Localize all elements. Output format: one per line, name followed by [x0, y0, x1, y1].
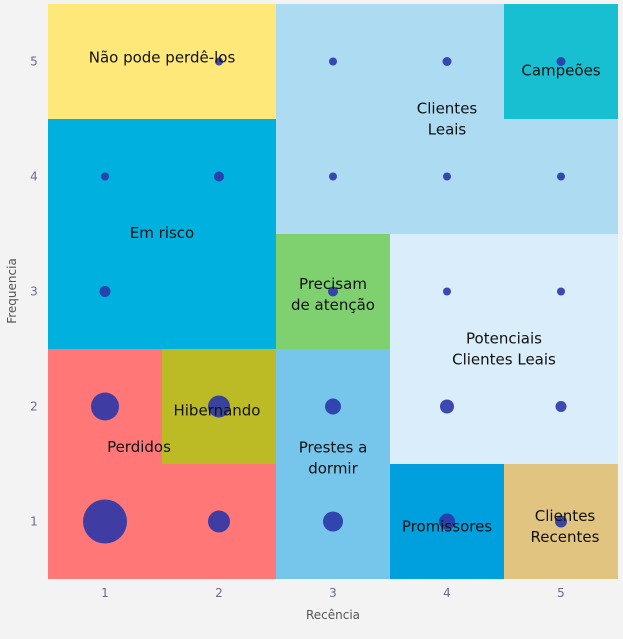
data-point[interactable] — [214, 171, 224, 182]
x-axis-label: Recência — [306, 608, 360, 622]
segment-label-clientes-recentes: Clientes — [535, 507, 596, 525]
data-point[interactable] — [442, 57, 452, 66]
ticks: 1 2 3 4 5 1 2 3 4 5 — [30, 55, 565, 601]
x-tick-label: 5 — [557, 586, 565, 600]
points — [83, 57, 567, 544]
data-point[interactable] — [557, 172, 565, 181]
data-point[interactable] — [325, 398, 341, 415]
x-tick-label: 1 — [101, 586, 109, 600]
data-point[interactable] — [557, 287, 565, 296]
y-tick-label: 5 — [30, 55, 38, 69]
data-point[interactable] — [443, 287, 451, 296]
segment-label-potenciais-clientes-leais: Potenciais — [466, 330, 542, 348]
y-tick-label: 4 — [30, 170, 38, 184]
y-tick-label: 3 — [30, 285, 38, 299]
segment-label-prestes-a-dormir: dormir — [308, 460, 358, 478]
segment-label-potenciais-clientes-leais: Clientes Leais — [452, 351, 556, 369]
data-point[interactable] — [99, 286, 111, 297]
segment-label-promissores: Promissores — [402, 518, 492, 536]
segment-prestes-a-dormir — [276, 349, 390, 579]
segment-label-hibernando: Hibernando — [173, 402, 260, 420]
data-point[interactable] — [328, 286, 338, 297]
data-point[interactable] — [215, 57, 223, 66]
data-point[interactable] — [83, 499, 127, 544]
data-point[interactable] — [439, 513, 455, 530]
data-point[interactable] — [329, 172, 337, 181]
y-tick-label: 2 — [30, 400, 38, 414]
segment-label-em-risco: Em risco — [130, 224, 194, 242]
data-point[interactable] — [555, 515, 567, 528]
data-point[interactable] — [101, 172, 109, 181]
data-point[interactable] — [440, 399, 454, 414]
data-point[interactable] — [91, 392, 119, 421]
segment-nao-pode-perde-los — [48, 4, 276, 119]
segment-label-perdidos: Perdidos — [107, 438, 171, 456]
data-point[interactable] — [329, 57, 337, 66]
data-point[interactable] — [208, 395, 230, 418]
segment-labels: Não pode perdê-los Clientes Leais Campeões E… — [89, 49, 601, 547]
segment-label-prestes-a-dormir: Prestes a — [299, 439, 368, 457]
x-tick-label: 4 — [443, 586, 451, 600]
segment-label-precisam-de-atencao: de atenção — [291, 296, 375, 314]
segment-em-risco — [48, 119, 276, 349]
y-tick-label: 1 — [30, 515, 38, 529]
data-point[interactable] — [208, 510, 230, 533]
x-tick-label: 3 — [329, 586, 337, 600]
segment-label-precisam-de-atencao: Precisam — [299, 275, 367, 293]
data-point[interactable] — [323, 511, 343, 532]
segment-label-campeoes: Campeões — [521, 62, 600, 80]
data-point[interactable] — [555, 401, 567, 412]
data-point[interactable] — [443, 172, 451, 181]
segments — [48, 4, 618, 579]
x-tick-label: 2 — [215, 586, 223, 600]
y-axis-label: Frequencia — [5, 258, 19, 324]
segment-label-clientes-leais: Clientes — [417, 100, 478, 118]
segment-potenciais-clientes-leais — [390, 234, 618, 464]
data-point[interactable] — [556, 57, 566, 66]
segment-label-clientes-recentes: Recentes — [531, 528, 600, 546]
segment-label-clientes-leais: Leais — [428, 121, 467, 139]
segment-label-nao-pode-perde-los: Não pode perdê-los — [89, 49, 236, 67]
